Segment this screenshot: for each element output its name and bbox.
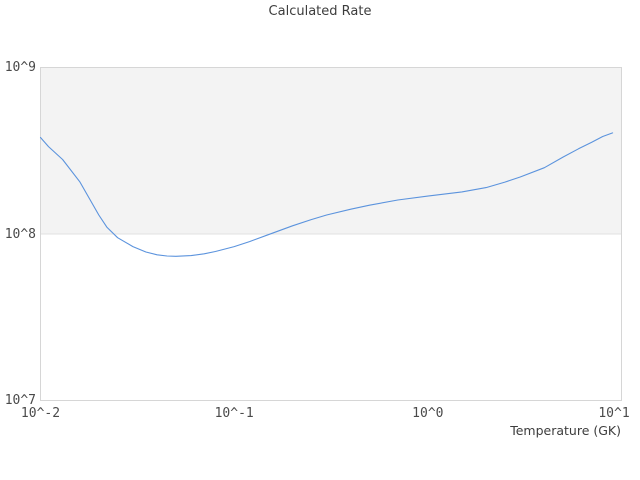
x-tick-label: 10^0 bbox=[412, 406, 444, 421]
x-tick-label: 10^-1 bbox=[214, 406, 254, 421]
rate-line bbox=[39, 132, 614, 257]
y-tick-label: 10^8 bbox=[4, 226, 36, 242]
y-tick-label: 10^9 bbox=[4, 60, 36, 75]
chart-title: Calculated Rate bbox=[268, 4, 372, 19]
decade-band-1e8-1e9 bbox=[40, 67, 622, 234]
y-tick-label: 10^7 bbox=[4, 393, 36, 408]
plot-border bbox=[40, 67, 622, 401]
x-axis-title: Temperature (GK) bbox=[510, 423, 621, 438]
x-tick-label: 10^1 bbox=[598, 406, 630, 421]
x-tick-label: 10^-2 bbox=[20, 406, 61, 421]
